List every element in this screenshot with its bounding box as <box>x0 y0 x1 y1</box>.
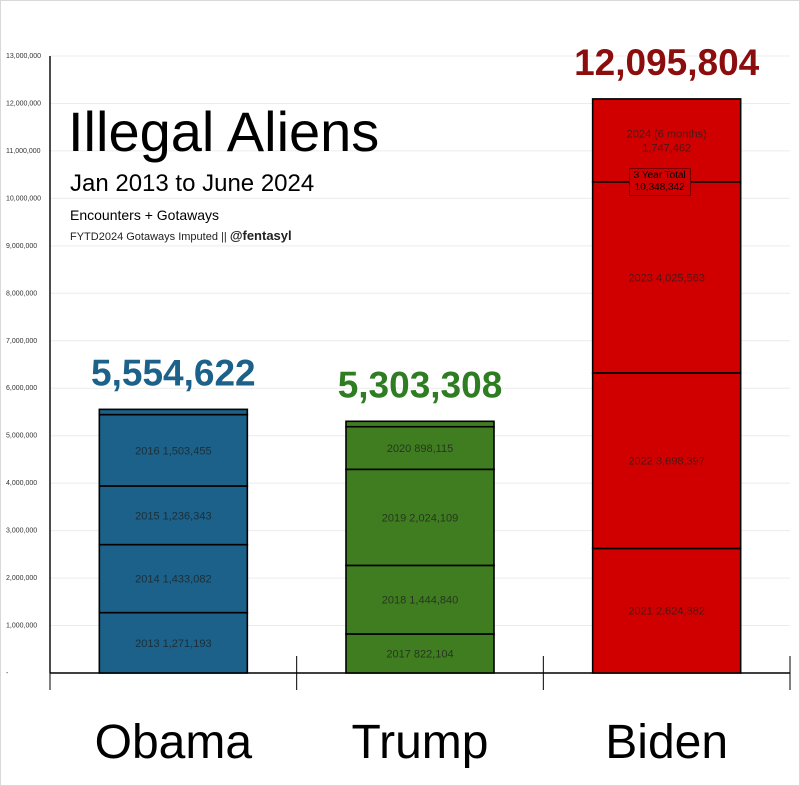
bar-total-label: 12,095,804 <box>574 42 760 83</box>
segment-label: 2017 822,104 <box>386 648 453 660</box>
callout-line-2: 10,348,342 <box>634 181 685 193</box>
segment-label: 2019 2,024,109 <box>382 512 458 524</box>
callout-line-1: 3 Year Total <box>633 169 686 181</box>
segment-label: 2013 1,271,193 <box>135 638 211 650</box>
y-tick-label: 6,000,000 <box>6 385 37 392</box>
bar-total-label: 5,554,622 <box>91 352 256 393</box>
credit-line: FYTD2024 Gotaways Imputed || @fentasyl <box>70 228 379 245</box>
credit-handle: @fentasyl <box>229 228 292 243</box>
bar-segment <box>345 564 495 635</box>
y-tick-label: 3,000,000 <box>6 528 37 535</box>
y-tick-label: 10,000,000 <box>6 195 41 202</box>
three-year-total-callout: 3 Year Total 10,348,342 <box>628 167 691 196</box>
bar-segment <box>345 420 495 428</box>
chart-subtitle: Jan 2013 to June 2024 <box>70 170 315 197</box>
y-tick-label: 5,000,000 <box>6 433 37 440</box>
y-tick-label: 9,000,000 <box>6 243 37 250</box>
y-tick-label: 11,000,000 <box>6 148 41 155</box>
chart-subtitle-2: Encounters + Gotaways <box>70 207 220 223</box>
bar-segment <box>345 425 495 471</box>
y-tick-label: 8,000,000 <box>6 290 37 297</box>
bar-segment <box>98 543 249 614</box>
credit-separator: || <box>221 231 227 243</box>
segment-label: 2023 4,025,563 <box>628 272 704 284</box>
segment-label: 2022 3,698,397 <box>628 456 704 468</box>
bar-segment <box>591 181 742 374</box>
credit-note: FYTD2024 Gotaways Imputed <box>70 231 218 243</box>
y-tick-label: 12,000,000 <box>6 100 41 107</box>
category-label: Trump <box>352 716 489 769</box>
category-label: Obama <box>95 716 253 769</box>
bar-segment <box>345 633 495 674</box>
bar-segment <box>591 547 742 674</box>
segment-label: 2024 (6 months) <box>627 128 707 140</box>
y-tick-label: 4,000,000 <box>6 480 37 487</box>
segment-label: 1,747,462 <box>642 142 691 154</box>
y-tick-label: - <box>6 670 9 677</box>
segment-label: 2018 1,444,840 <box>382 595 458 607</box>
title-block: Illegal Aliens Jan 2013 to June 2024 Enc… <box>68 100 379 245</box>
y-tick-label: 7,000,000 <box>6 338 37 345</box>
segment-label: 2020 898,115 <box>387 443 453 455</box>
segment-label: 2016 1,503,455 <box>135 445 211 457</box>
bar-total-label: 5,303,308 <box>338 364 503 405</box>
y-tick-label: 1,000,000 <box>6 623 37 630</box>
segment-label: 2015 1,236,343 <box>135 510 211 522</box>
segment-label: 2021 2,624,382 <box>628 606 704 618</box>
y-tick-label: 13,000,000 <box>6 53 41 60</box>
bar-segment <box>98 408 249 416</box>
category-label: Biden <box>605 716 728 769</box>
segment-label: 2014 1,433,082 <box>135 574 211 586</box>
y-tick-label: 2,000,000 <box>6 575 37 582</box>
chart-title: Illegal Aliens <box>68 100 380 163</box>
bar-segment <box>591 372 742 550</box>
